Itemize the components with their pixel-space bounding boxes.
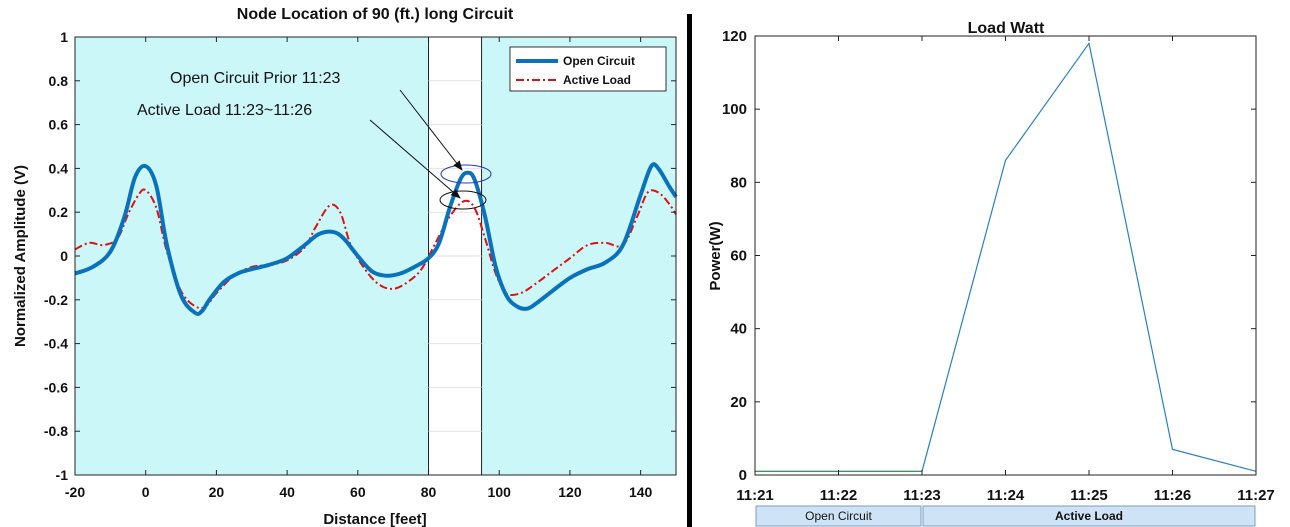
phase-band-label: Active Load	[1055, 509, 1123, 523]
legend-box	[509, 46, 667, 92]
left-y-tick-label: 0	[60, 248, 68, 264]
right-y-tick-label: 60	[730, 248, 747, 265]
legend-label-open-circuit: Open Circuit	[563, 54, 635, 68]
left-y-tick-label: -0.2	[44, 292, 68, 308]
right-chart-title: Load Watt	[968, 20, 1045, 37]
left-x-tick-label: 20	[209, 484, 225, 500]
left-axis-ticks: -20 0 20 40 60 80 100 120 140 -1 -0.8 -0.6 -0.4 -0.2 0…	[44, 29, 676, 500]
left-x-tick-label: 60	[350, 484, 366, 500]
left-y-tick-label: 0.2	[49, 204, 69, 220]
left-y-tick-label: 0.4	[49, 160, 69, 176]
shaded-region-2	[481, 37, 676, 475]
left-shaded-regions	[75, 37, 676, 475]
annotation-arrow-active-load	[369, 119, 461, 199]
left-x-tick-label: 0	[142, 484, 150, 500]
highlight-ellipses	[439, 164, 492, 210]
right-x-tick-label: 11:24	[987, 487, 1025, 504]
right-y-tick-label: 100	[722, 101, 747, 118]
active-load-peak-ellipse	[439, 190, 487, 210]
right-axis-ticks: 11:21 11:22 11:23 11:24 11:25 11:26 11:27 0 20 40…	[722, 28, 1275, 504]
left-x-tick-label: 140	[629, 484, 653, 500]
left-x-axis-label: Distance [feet]	[323, 511, 426, 527]
right-x-tick-label: 11:27	[1237, 487, 1275, 504]
right-x-tick-label: 11:22	[820, 487, 858, 504]
left-legend: Open Circuit Active Load	[509, 46, 667, 92]
annotation-active-load: Active Load 11:23~11:26	[137, 102, 312, 119]
left-x-tick-label: 80	[421, 484, 437, 500]
panel-divider	[687, 14, 692, 527]
left-y-tick-label: -0.8	[44, 423, 68, 439]
left-y-tick-label: -1	[56, 467, 69, 483]
right-y-tick-label: 40	[730, 321, 747, 338]
right-chart: Load Watt 11:21 11:22 11:23 11:24 11:25 11:26…	[707, 20, 1275, 527]
series-line-active-load	[74, 188, 677, 310]
right-y-tick-label: 20	[730, 394, 747, 411]
left-series-lines	[74, 162, 678, 316]
left-x-tick-label: 120	[558, 484, 582, 500]
left-chart-title: Node Location of 90 (ft.) long Circuit	[237, 6, 514, 23]
annotation-open-circuit: Open Circuit Prior 11:23	[170, 70, 341, 87]
right-x-tick-label: 11:26	[1154, 487, 1192, 504]
right-phase-bands: Open Circuit Active Load	[755, 505, 1256, 527]
right-x-tick-label: 11:25	[1070, 487, 1108, 504]
left-y-tick-label: 0.6	[49, 117, 69, 133]
left-y-tick-label: -0.4	[44, 336, 68, 352]
phase-band-1	[755, 505, 922, 527]
annotation-arrow-open-circuit	[399, 89, 463, 171]
right-y-tick-label: 0	[739, 467, 747, 484]
series-line-open-circuit	[74, 162, 678, 316]
legend-label-active-load: Active Load	[563, 73, 631, 87]
right-plot-frame	[754, 35, 1257, 476]
left-x-tick-label: 40	[279, 484, 295, 500]
right-y-axis-label: Power(W)	[707, 221, 724, 290]
left-y-tick-label: 0.8	[49, 73, 69, 89]
left-x-tick-label: 100	[488, 484, 512, 500]
left-y-tick-label: -0.6	[44, 379, 68, 395]
right-x-tick-label: 11:21	[736, 487, 774, 504]
left-x-tick-label: -20	[65, 484, 85, 500]
left-chart: Node Location of 90 (ft.) long Circuit -…	[12, 6, 678, 527]
left-y-axis-label: Normalized Amplitude (V)	[12, 165, 29, 347]
open-circuit-peak-ellipse	[440, 164, 492, 184]
phase-band-label: Open Circuit	[805, 509, 872, 523]
right-x-tick-label: 11:23	[903, 487, 941, 504]
phase-band-2	[922, 505, 1256, 527]
right-y-tick-label: 120	[722, 28, 747, 45]
right-y-tick-label: 80	[730, 174, 747, 191]
shaded-region-1	[75, 37, 429, 475]
left-y-tick-label: 1	[60, 29, 68, 45]
